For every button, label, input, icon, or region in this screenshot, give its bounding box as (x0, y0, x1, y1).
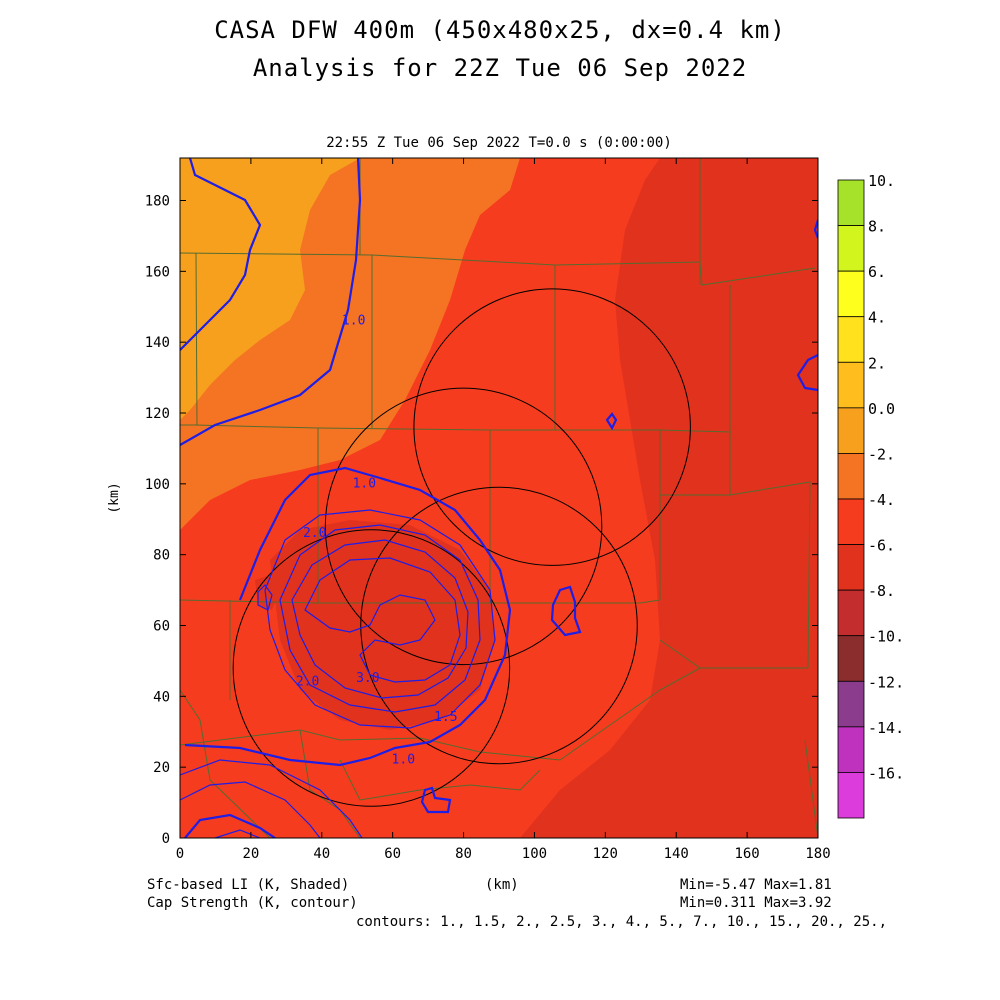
contour-3.0 (304, 557, 461, 683)
x-tick-label: 0 (176, 846, 184, 862)
colorbar-tick-label: 8. (868, 218, 886, 236)
contour-field-label: Cap Strength (K, contour) (147, 895, 358, 911)
colorbar-tick-label: 0.0 (868, 400, 895, 418)
y-tick-label: 60 (153, 619, 170, 635)
shaded-minmax: Min=-5.47 Max=1.81 (680, 877, 832, 893)
colorbar-swatch (837, 316, 865, 363)
colorbar-tick-label: -4. (868, 491, 895, 509)
contour-label: 2.0 (303, 526, 326, 541)
li-shaded-field (180, 158, 818, 838)
contour-1.0-main (184, 466, 512, 767)
radar-range-rings (232, 288, 691, 807)
y-tick-label: 0 (162, 831, 170, 847)
x-axis: 0 20 40 60 80 100 120 140 160 180 (176, 158, 831, 862)
contour-small-south (420, 786, 452, 814)
colorbar-tick-label: 6. (868, 263, 886, 281)
colorbar-swatch (837, 225, 865, 272)
colorbar-swatch (837, 179, 865, 226)
y-axis-label: (km) (107, 482, 122, 513)
y-tick-label: 180 (145, 194, 170, 210)
y-tick-label: 160 (145, 264, 170, 280)
contour-label: 1.0 (353, 476, 376, 491)
y-tick-label: 120 (145, 406, 170, 422)
colorbar-swatch (837, 498, 865, 545)
contour-sw-1 (184, 813, 276, 838)
x-tick-label: 20 (242, 846, 259, 862)
contour-1.0-nw (180, 158, 262, 351)
li-shade-minus4-center (270, 520, 495, 730)
contour-sw-3 (180, 759, 363, 838)
contour-small-117 (605, 412, 618, 431)
colorbar-swatch (837, 589, 865, 637)
colorbar-swatch (837, 544, 865, 591)
colorbar-swatch (837, 453, 865, 500)
contour-1.5 (264, 509, 496, 729)
contour-1.0-north (180, 158, 362, 446)
colorbar-tick-label: -2. (868, 445, 895, 463)
range-ring (413, 288, 691, 566)
x-tick-label: 60 (384, 846, 401, 862)
contour-label: 1.0 (392, 753, 415, 768)
contour-small-ne (796, 354, 818, 392)
y-tick-label: 20 (153, 760, 170, 776)
y-tick-label: 140 (145, 335, 170, 351)
colorbar-swatch (837, 361, 865, 409)
y-tick-label: 40 (153, 689, 170, 705)
y-tick-label: 80 (153, 548, 170, 564)
x-tick-label: 180 (805, 846, 830, 862)
colorbar-tick-label: 2. (868, 354, 886, 372)
colorbar-tick-label: 10. (868, 172, 895, 190)
contour-small-west (257, 584, 273, 611)
contour-sw-4 (214, 829, 261, 838)
contour-label: 2.0 (296, 675, 319, 690)
li-shade-0-nw (180, 158, 360, 420)
colorbar-swatch (837, 772, 865, 819)
x-tick-label: 100 (522, 846, 547, 862)
chart-title: CASA DFW 400m (450x480x25, dx=0.4 km) (214, 16, 786, 44)
colorbar-swatch (837, 407, 865, 454)
colorbar-tick-label: 4. (868, 309, 886, 327)
colorbar-tick-label: -14. (868, 719, 904, 737)
range-ring (232, 529, 511, 807)
range-ring (360, 486, 638, 765)
colorbar-swatch (837, 635, 865, 682)
colorbar-swatch (837, 726, 865, 773)
contour-small-east (550, 585, 582, 637)
colorbar-swatch (837, 270, 865, 318)
x-tick-label: 120 (593, 846, 618, 862)
contour-label-group: 1.0 1.0 2.0 3.0 2.0 1.5 1.0 (296, 313, 458, 767)
cap-strength-contours (180, 158, 818, 838)
contour-ne-edge (813, 219, 818, 239)
contour-minmax: Min=0.311 Max=3.92 (680, 895, 832, 911)
colorbar-tick-label: -10. (868, 628, 904, 646)
x-axis-label: (km) (485, 877, 519, 893)
contour-2.0 (279, 524, 481, 713)
colorbar-tick-label: -8. (868, 582, 895, 600)
contour-label: 3.0 (356, 671, 379, 686)
chart-subtitle: Analysis for 22Z Tue 06 Sep 2022 (252, 54, 748, 82)
contour-2.5 (291, 539, 469, 699)
county-boundaries (180, 158, 818, 838)
contour-sw-2 (180, 781, 321, 838)
colorbar-swatch (837, 680, 865, 728)
y-tick-label: 100 (145, 477, 170, 493)
shaded-field-label: Sfc-based LI (K, Shaded) (147, 877, 350, 893)
x-tick-label: 80 (455, 846, 472, 862)
colorbar-tick-label: -6. (868, 537, 895, 555)
range-ring (324, 387, 603, 666)
contour-label: 1.5 (434, 710, 457, 725)
colorbar-tick-label: -12. (868, 673, 904, 691)
colorbar-tick-label: -16. (868, 764, 904, 782)
valid-time-label: 22:55 Z Tue 06 Sep 2022 T=0.0 s (0:00:00… (326, 135, 672, 151)
x-tick-label: 40 (313, 846, 330, 862)
x-tick-label: 160 (734, 846, 759, 862)
colorbar: 10. 8. 6. 4. 2. 0.0 -2. -4. -6. -8. -10. -12. -14. -1… (837, 172, 904, 819)
x-tick-label: 140 (664, 846, 689, 862)
contour-label: 1.0 (342, 313, 365, 328)
y-axis: 0 20 40 60 80 100 120 140 160 180 (145, 194, 818, 847)
contour-levels: contours: 1., 1.5, 2., 2.5, 3., 4., 5., … (356, 914, 888, 930)
plot-frame (179, 157, 819, 839)
